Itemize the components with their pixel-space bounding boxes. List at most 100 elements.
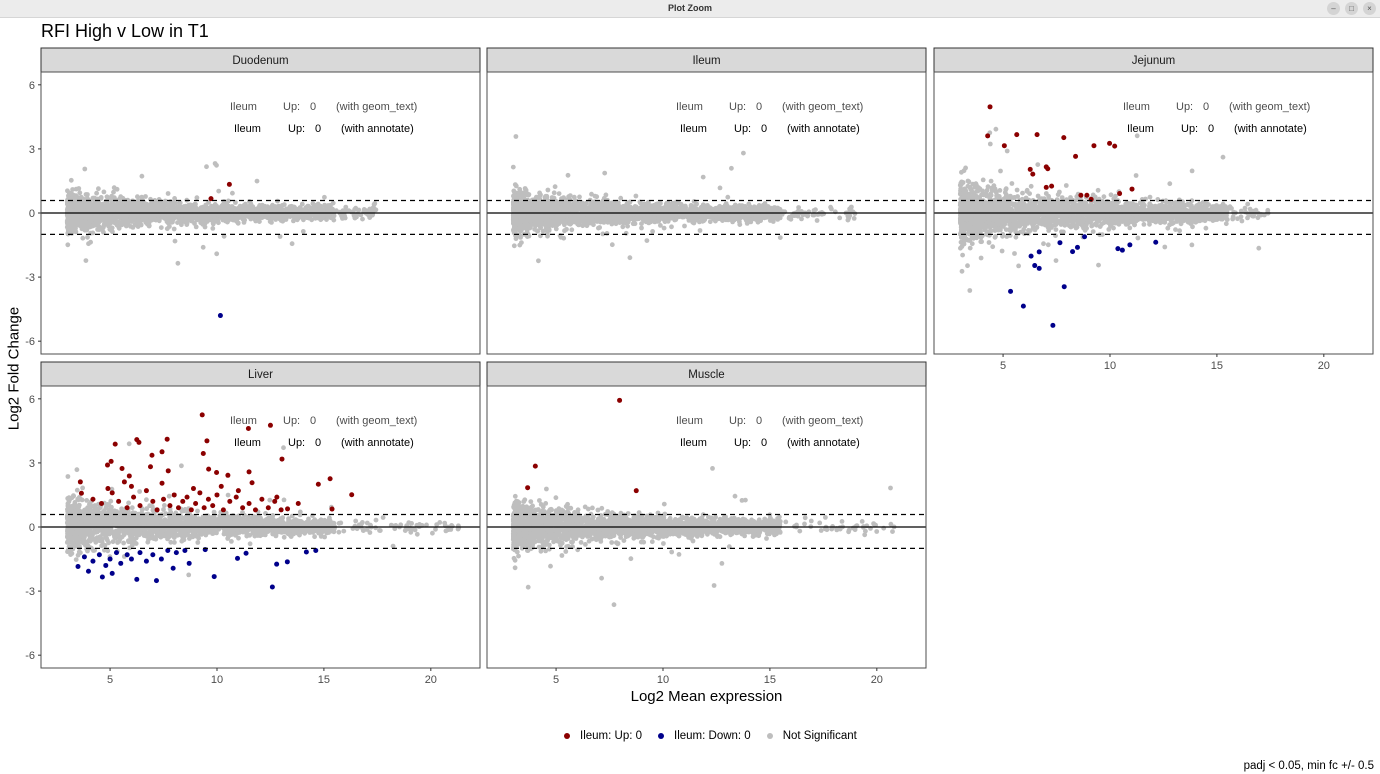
point-not-significant	[159, 211, 165, 217]
point-not-significant	[545, 227, 551, 233]
point-not-significant	[162, 198, 168, 204]
point-not-significant	[538, 225, 543, 231]
point-not-significant	[639, 204, 645, 210]
point-not-significant	[534, 202, 539, 208]
point-not-significant	[311, 203, 317, 209]
point-not-significant	[110, 229, 115, 235]
point-not-significant	[136, 199, 142, 205]
point-not-significant	[358, 212, 364, 218]
point-not-significant	[296, 206, 302, 212]
point-not-significant	[142, 205, 148, 211]
point-not-significant	[86, 241, 91, 247]
facet-strip	[486, 47, 927, 73]
point-not-significant	[556, 191, 562, 197]
point-not-significant	[279, 203, 285, 208]
panel-border	[486, 71, 927, 355]
point-not-significant	[569, 227, 575, 233]
point-not-significant	[83, 202, 88, 208]
point-not-significant	[739, 203, 745, 209]
point-not-significant	[829, 206, 834, 212]
point-not-significant	[262, 203, 268, 209]
point-not-significant	[554, 220, 560, 225]
point-not-significant	[116, 202, 121, 208]
minimize-button[interactable]: –	[1327, 2, 1340, 15]
plot-title: RFI High v Low in T1	[41, 21, 209, 41]
point-not-significant	[600, 198, 606, 204]
facet-strip	[40, 47, 481, 73]
point-not-significant	[547, 207, 553, 213]
y-tick-label: -3	[25, 272, 35, 284]
point-not-significant	[523, 220, 529, 225]
window-title: Plot Zoom	[668, 3, 712, 13]
point-not-significant	[194, 195, 200, 201]
point-not-significant	[615, 215, 621, 221]
point-not-significant	[101, 217, 107, 222]
point-not-significant	[634, 216, 640, 222]
point-not-significant	[605, 201, 610, 207]
point-not-significant	[552, 184, 558, 190]
point-not-significant	[546, 222, 551, 228]
point-not-significant	[226, 198, 231, 204]
point-not-significant	[515, 219, 521, 225]
point-not-significant	[72, 227, 78, 233]
point-not-significant	[220, 205, 226, 211]
point-not-significant	[597, 209, 602, 215]
point-not-significant	[999, 248, 1005, 254]
point-not-significant	[172, 238, 178, 244]
close-button[interactable]: ×	[1363, 2, 1376, 15]
point-not-significant	[805, 213, 810, 219]
point-not-significant	[168, 217, 174, 223]
annotation-geom-text: 0	[756, 101, 762, 113]
point-not-significant	[143, 194, 148, 199]
point-not-significant	[793, 213, 798, 218]
point-not-significant	[156, 213, 161, 219]
point-not-significant	[559, 196, 564, 202]
point-not-significant	[746, 201, 752, 207]
point-not-significant	[139, 194, 145, 200]
point-not-significant	[221, 233, 227, 239]
point-not-significant	[555, 202, 560, 208]
point-not-significant	[528, 200, 534, 205]
point-not-significant	[658, 201, 663, 206]
point-not-significant	[682, 223, 687, 229]
point-not-significant	[847, 206, 852, 212]
point-not-significant	[106, 217, 112, 223]
point-not-significant	[796, 205, 801, 210]
point-not-significant	[129, 198, 135, 204]
point-not-significant	[130, 203, 135, 209]
point-not-significant	[175, 260, 181, 266]
annotation-geom-text: 0	[310, 101, 316, 113]
point-not-significant	[602, 206, 607, 212]
facet-strip-label: Ileum	[692, 55, 720, 67]
point-not-significant	[177, 200, 183, 206]
point-not-significant	[270, 207, 275, 213]
point-not-significant	[523, 204, 529, 210]
point-not-significant	[172, 196, 178, 201]
point-not-significant	[204, 164, 209, 170]
point-not-significant	[691, 199, 697, 204]
restore-button[interactable]: □	[1345, 2, 1358, 15]
point-not-significant	[551, 190, 557, 196]
point-not-significant	[593, 200, 599, 205]
annotation-annotate: Ileum	[234, 123, 261, 135]
point-not-significant	[85, 192, 90, 197]
point-not-significant	[566, 203, 571, 209]
y-tick-label: -6	[25, 336, 35, 348]
annotation-annotate: (with annotate)	[787, 123, 860, 135]
point-not-significant	[145, 221, 150, 227]
point-not-significant	[257, 203, 263, 208]
point-not-significant	[528, 224, 533, 230]
point-not-significant	[669, 224, 674, 230]
point-not-significant	[175, 206, 181, 212]
point-not-significant	[810, 212, 816, 218]
point-not-significant	[316, 209, 321, 215]
point-not-significant	[705, 203, 710, 208]
point-down	[217, 313, 223, 319]
point-not-significant	[291, 207, 297, 213]
point-not-significant	[588, 202, 593, 208]
point-not-significant	[200, 244, 206, 250]
annotation-geom-text: Ileum	[676, 101, 703, 113]
point-not-significant	[184, 209, 190, 215]
point-not-significant	[77, 190, 83, 196]
